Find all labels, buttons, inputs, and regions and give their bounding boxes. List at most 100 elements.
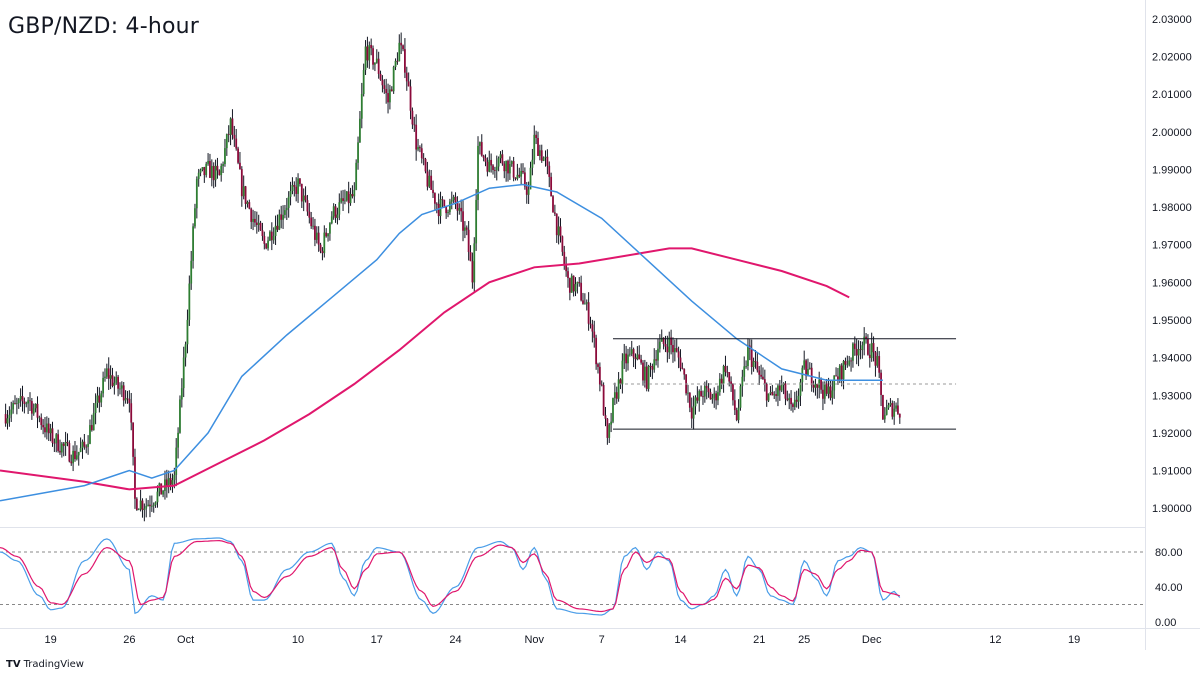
candle [368, 41, 371, 69]
candle [25, 401, 28, 408]
candle [612, 397, 614, 424]
candle [411, 107, 414, 130]
candle [96, 386, 99, 408]
candle [835, 367, 837, 377]
time-tick-label: Oct [177, 634, 194, 646]
time-tick-label: 7 [599, 634, 605, 646]
candle [297, 173, 299, 203]
sma-slow-line [0, 247, 850, 491]
candle [893, 401, 896, 425]
candle [100, 390, 103, 408]
candle [42, 419, 45, 435]
candle [505, 160, 508, 182]
candle [790, 390, 792, 411]
candle [613, 382, 616, 406]
candle [486, 157, 489, 177]
candle [454, 192, 457, 210]
candle [334, 203, 337, 223]
candle [259, 220, 262, 231]
candle [540, 144, 543, 163]
candle [829, 379, 832, 401]
candle [793, 391, 796, 411]
candle [583, 293, 586, 305]
candle [889, 398, 892, 407]
candle [64, 431, 67, 456]
candle [17, 398, 20, 409]
candle [763, 369, 766, 392]
candle [240, 166, 243, 207]
candle [572, 275, 575, 297]
candle [98, 387, 101, 413]
candle [645, 361, 648, 392]
candle [857, 340, 860, 367]
price-tick-label: 1.93000 [1152, 390, 1192, 402]
candle [563, 245, 566, 270]
candle [417, 138, 419, 152]
candle [30, 397, 33, 420]
candle [289, 181, 292, 206]
candle [495, 155, 498, 181]
candle [291, 177, 294, 195]
candle [274, 215, 277, 245]
candle [493, 166, 496, 178]
candle [737, 399, 740, 424]
candle [520, 163, 523, 185]
sma-fast-line [0, 183, 883, 502]
candle [688, 392, 691, 413]
candle [696, 386, 699, 404]
candle [74, 440, 76, 462]
candle [557, 216, 560, 245]
candle [593, 320, 596, 348]
candle [752, 357, 755, 372]
candle [818, 371, 821, 399]
candle [823, 381, 826, 404]
candle [627, 348, 629, 371]
candle [720, 374, 723, 390]
candle [195, 176, 198, 219]
candle [657, 338, 659, 368]
candle [758, 366, 761, 386]
candle [164, 470, 166, 500]
time-tick-label: Dec [862, 634, 882, 646]
candle [280, 205, 283, 229]
candle [550, 172, 553, 197]
candle [359, 111, 361, 143]
candle [885, 399, 888, 416]
price-tick-label: 1.94000 [1152, 353, 1192, 365]
moving-averages [0, 183, 883, 502]
candle [499, 151, 502, 164]
candle [398, 34, 401, 62]
candle [765, 382, 768, 407]
candle [687, 384, 689, 403]
candle [182, 346, 185, 398]
candle [113, 376, 116, 395]
time-tick-label: 19 [1068, 634, 1080, 646]
stoch-d-line [0, 539, 900, 613]
candle [15, 397, 18, 415]
candle [582, 292, 584, 305]
candle [852, 342, 854, 368]
candle [666, 335, 669, 363]
candle [218, 169, 221, 176]
candle [329, 222, 331, 241]
candle [634, 353, 637, 370]
candle [233, 125, 236, 147]
candle [508, 156, 511, 180]
candle [156, 485, 159, 508]
candle [244, 185, 247, 210]
candle [597, 362, 599, 374]
candlestick-series [4, 32, 901, 522]
candle [878, 351, 881, 379]
candle [49, 423, 52, 442]
candle [820, 377, 822, 394]
candle [357, 136, 359, 170]
candle [190, 250, 193, 290]
candle [392, 65, 395, 94]
candle [876, 346, 879, 368]
candle [145, 498, 148, 518]
candle [252, 209, 254, 231]
candle [754, 350, 757, 369]
candle [47, 417, 50, 441]
candle [777, 383, 779, 407]
